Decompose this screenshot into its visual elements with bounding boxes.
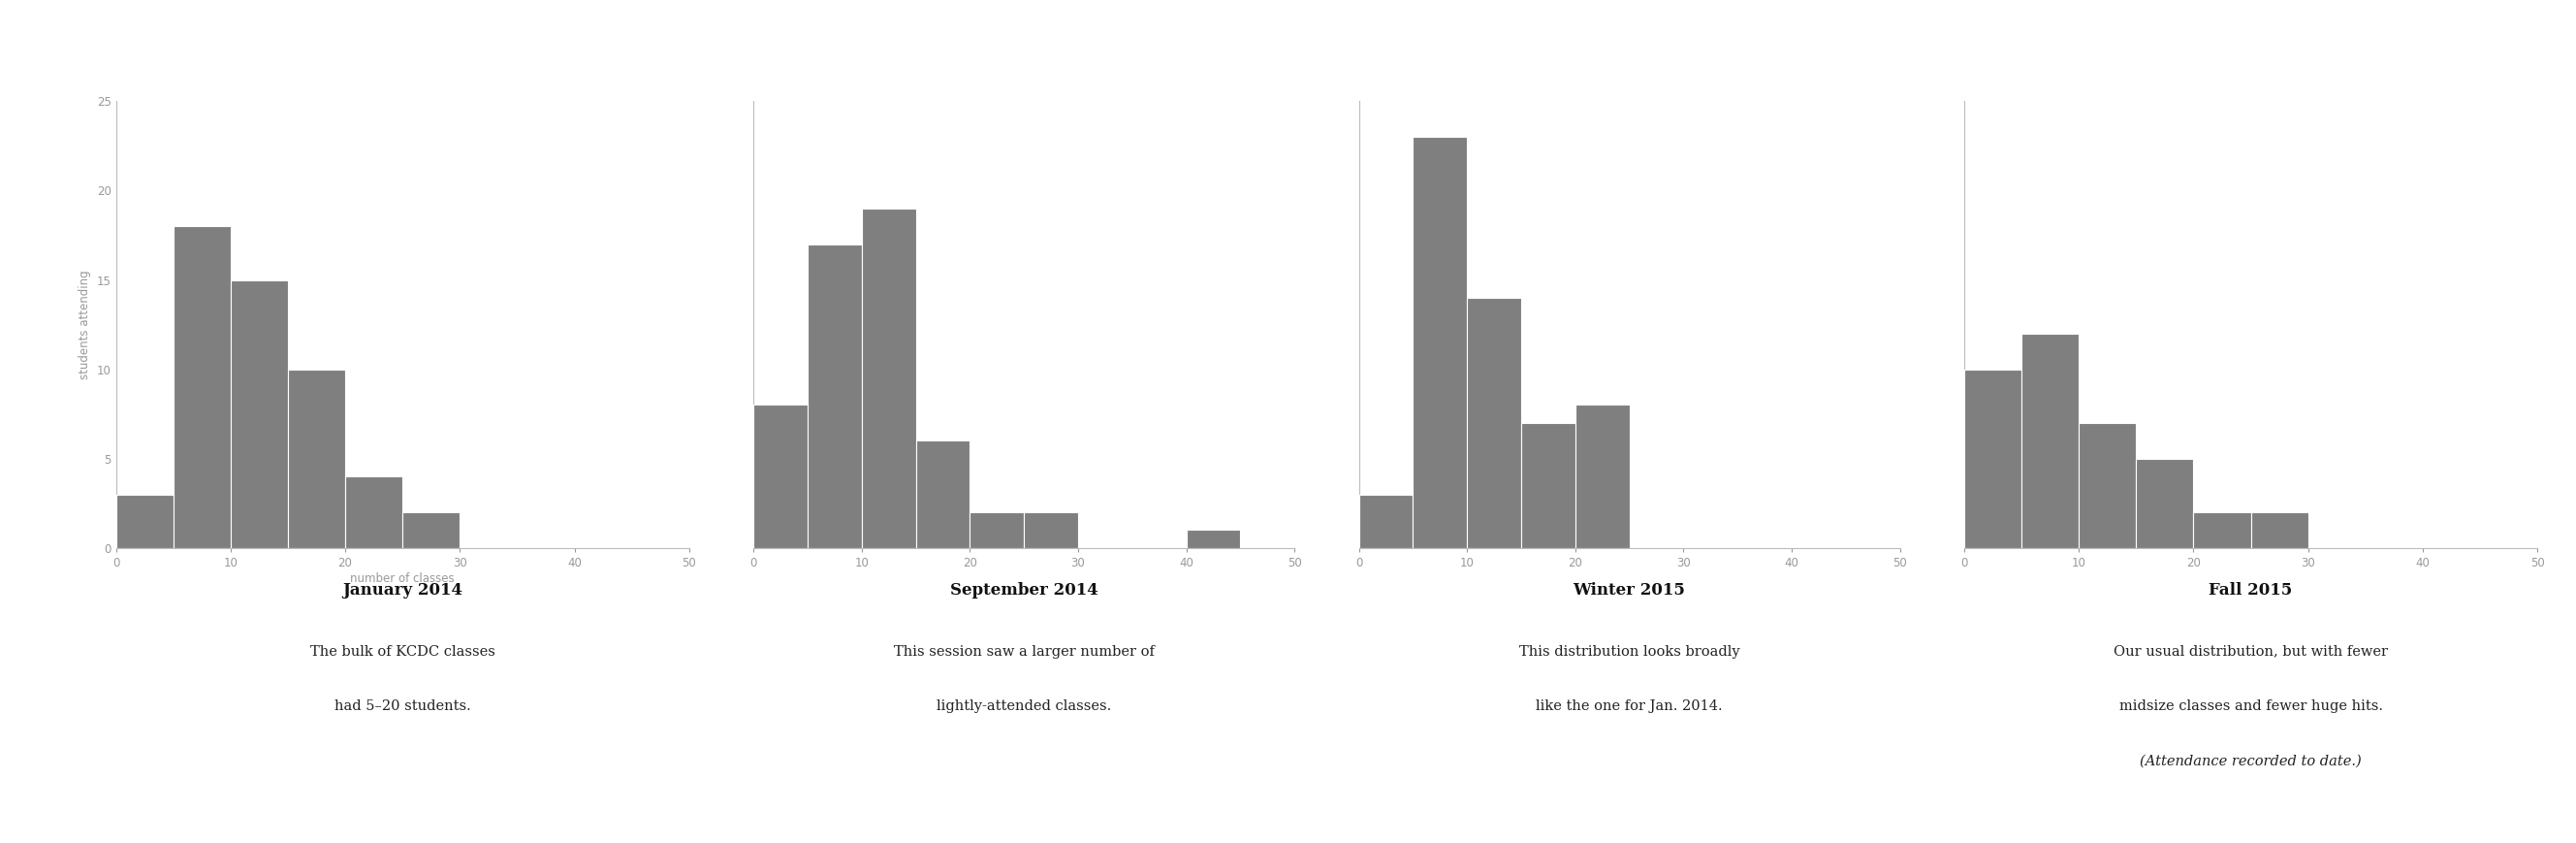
Bar [1577,405,1631,548]
Bar [402,513,459,548]
Bar [1360,494,1412,548]
Text: had 5–20 students.: had 5–20 students. [335,700,471,713]
Bar [1963,369,2022,548]
Bar [2251,513,2308,548]
Text: This distribution looks broadly: This distribution looks broadly [1520,645,1739,658]
Bar [2079,423,2136,548]
Bar [1412,137,1468,548]
Bar [860,208,917,548]
Bar [752,405,809,548]
Text: (Attendance recorded to date.): (Attendance recorded to date.) [2141,754,2362,768]
Bar [1185,530,1242,548]
Bar [2192,513,2251,548]
Bar [2022,334,2079,548]
Text: Winter 2015: Winter 2015 [1574,582,1685,599]
Text: September 2014: September 2014 [951,582,1097,599]
Text: The bulk of KCDC classes: The bulk of KCDC classes [309,645,495,658]
Bar [809,244,860,548]
Bar [345,476,402,548]
Y-axis label: students attending: students attending [80,270,90,379]
Bar [969,513,1025,548]
Bar [173,226,232,548]
Bar [917,441,969,548]
Bar [1520,423,1577,548]
Text: lightly-attended classes.: lightly-attended classes. [938,700,1110,713]
Text: January 2014: January 2014 [343,582,464,599]
Bar [1468,298,1520,548]
Text: Fall 2015: Fall 2015 [2210,582,2293,599]
Text: like the one for Jan. 2014.: like the one for Jan. 2014. [1535,700,1723,713]
Bar [2136,459,2192,548]
Bar [116,494,173,548]
Text: This session saw a larger number of: This session saw a larger number of [894,645,1154,658]
Bar [289,369,345,548]
Bar [232,280,289,548]
Bar [1023,513,1077,548]
Text: Our usual distribution, but with fewer: Our usual distribution, but with fewer [2112,645,2388,658]
X-axis label: number of classes: number of classes [350,572,456,585]
Text: midsize classes and fewer huge hits.: midsize classes and fewer huge hits. [2120,700,2383,713]
